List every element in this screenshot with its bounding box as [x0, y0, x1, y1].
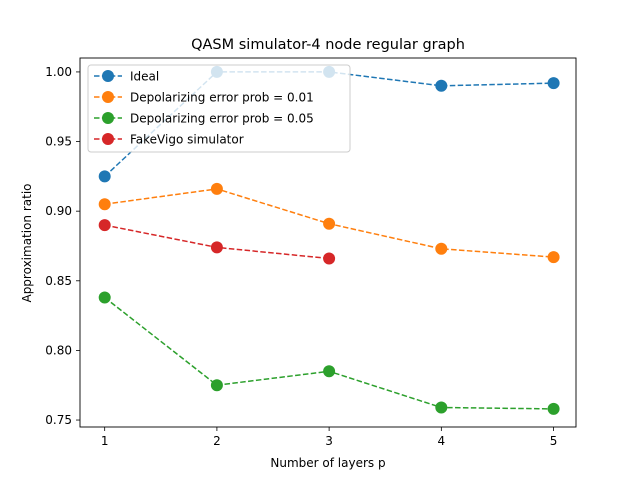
legend-marker-1: [102, 91, 114, 103]
y-tick-label-4: 0.95: [45, 135, 72, 149]
x-tick-label-3: 4: [438, 434, 446, 448]
y-axis-label: Approximation ratio: [20, 183, 34, 302]
legend-label-3: FakeVigo simulator: [130, 133, 244, 147]
data-point-2-0: [98, 291, 111, 304]
legend-label-1: Depolarizing error prob = 0.01: [130, 91, 314, 105]
legend: Ideal Depolarizing error prob = 0.01 Depol…: [87, 64, 351, 153]
data-point-1-2: [323, 217, 336, 230]
y-tick-label-2: 0.85: [45, 274, 72, 288]
chart-title: QASM simulator-4 node regular graph: [191, 37, 465, 53]
data-point-0-0: [98, 170, 111, 183]
data-point-1-0: [98, 198, 111, 211]
legend-box: [87, 64, 351, 153]
legend-label-0: Ideal: [130, 70, 159, 84]
y-tick-label-3: 0.90: [45, 204, 72, 218]
data-point-3-0: [98, 219, 111, 232]
axes: 1 2 3 4 5 0.75 0.80 0.85 0.90 0.95 1.00: [45, 57, 577, 448]
data-point-2-1: [210, 379, 223, 392]
data-point-0-4: [547, 77, 560, 90]
data-point-2-2: [323, 365, 336, 378]
x-tick-label-0: 1: [101, 434, 109, 448]
data-point-2-4: [547, 402, 560, 415]
legend-marker-2: [102, 112, 114, 124]
y-tick-label-5: 1.00: [45, 65, 72, 79]
data-point-1-3: [435, 242, 448, 255]
data-point-1-1: [210, 182, 223, 195]
y-tick-label-0: 0.75: [45, 413, 72, 427]
data-point-3-1: [210, 241, 223, 254]
y-tick-label-1: 0.80: [45, 343, 72, 357]
legend-marker-0: [102, 70, 114, 82]
legend-marker-3: [102, 133, 114, 145]
data-point-1-4: [547, 251, 560, 264]
data-point-2-3: [435, 401, 448, 414]
x-tick-label-4: 5: [550, 434, 558, 448]
data-point-0-3: [435, 79, 448, 92]
x-tick-label-2: 3: [325, 434, 333, 448]
data-point-3-2: [323, 252, 336, 265]
plot-area: [98, 65, 560, 415]
axes-frame: [79, 57, 577, 428]
x-tick-label-1: 2: [213, 434, 221, 448]
x-axis-label: Number of layers p: [270, 456, 385, 470]
legend-label-2: Depolarizing error prob = 0.05: [130, 112, 314, 126]
